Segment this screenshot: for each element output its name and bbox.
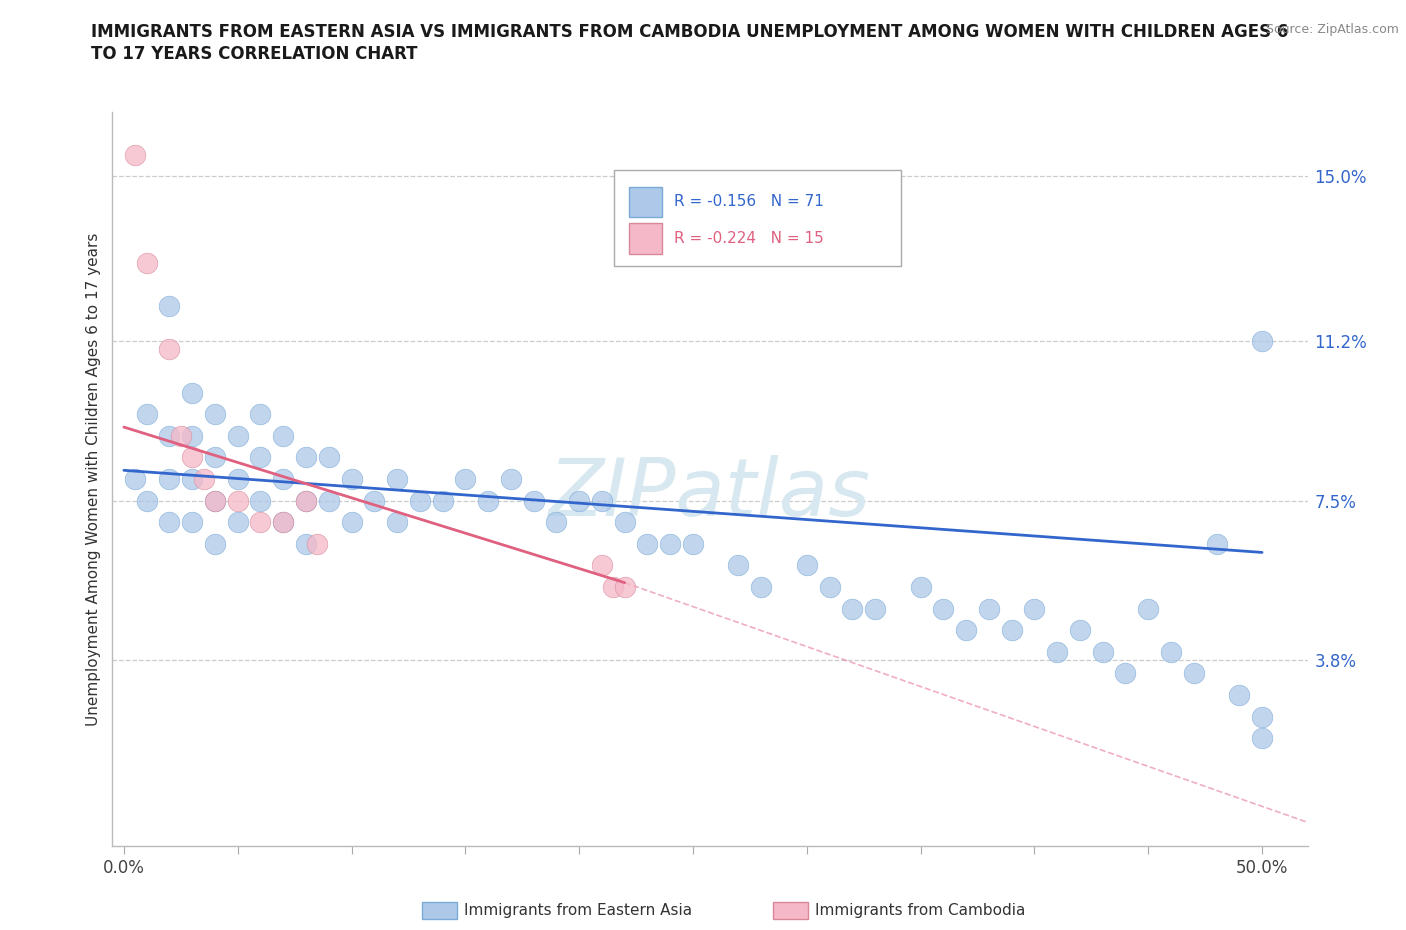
Point [340,472,363,486]
Point [307,537,329,551]
Point [204,537,226,551]
Text: IMMIGRANTS FROM EASTERN ASIA VS IMMIGRANTS FROM CAMBODIA UNEMPLOYMENT AMONG WOME: IMMIGRANTS FROM EASTERN ASIA VS IMMIGRAN… [91,23,1289,41]
Point [1024,601,1046,616]
Point [818,579,841,594]
Point [1251,333,1274,348]
Point [1137,601,1160,616]
FancyBboxPatch shape [614,170,901,266]
Point [226,514,249,529]
Point [977,601,1000,616]
Point [796,558,818,573]
Point [181,429,204,444]
Text: Immigrants from Cambodia: Immigrants from Cambodia [815,903,1026,918]
Point [157,472,180,486]
Point [1251,710,1274,724]
Point [181,385,204,400]
Point [613,514,636,529]
Point [1182,666,1205,681]
Point [1001,623,1024,638]
Point [271,514,294,529]
Point [1205,537,1227,551]
Point [932,601,955,616]
Point [318,450,340,465]
Point [181,472,204,486]
Point [1091,644,1114,659]
FancyBboxPatch shape [628,223,662,254]
Text: Immigrants from Eastern Asia: Immigrants from Eastern Asia [464,903,692,918]
Point [226,472,249,486]
Point [955,623,977,638]
Point [135,256,157,271]
Point [1160,644,1182,659]
Point [432,493,454,508]
Point [454,472,477,486]
Point [499,472,522,486]
Point [1227,687,1250,702]
Point [409,493,432,508]
Point [659,537,682,551]
Text: TO 17 YEARS CORRELATION CHART: TO 17 YEARS CORRELATION CHART [91,45,418,62]
Point [249,514,271,529]
Point [181,450,204,465]
Point [157,342,180,357]
Point [841,601,863,616]
Point [613,579,636,594]
Text: R = -0.224   N = 15: R = -0.224 N = 15 [675,232,824,246]
Point [193,472,215,486]
Point [124,147,146,162]
Text: Source: ZipAtlas.com: Source: ZipAtlas.com [1265,23,1399,36]
Point [1069,623,1091,638]
Point [363,493,385,508]
Point [170,429,193,444]
FancyBboxPatch shape [628,187,662,218]
Point [295,493,318,508]
Point [271,472,294,486]
Text: R = -0.156   N = 71: R = -0.156 N = 71 [675,194,824,209]
Point [863,601,886,616]
Point [271,429,294,444]
Point [249,493,271,508]
Point [1114,666,1136,681]
Point [1046,644,1069,659]
Point [591,493,613,508]
Point [636,537,658,551]
Point [135,493,157,508]
Point [157,299,180,313]
Point [1251,731,1274,746]
Text: ZIPatlas: ZIPatlas [548,455,872,533]
Point [226,493,249,508]
Point [568,493,591,508]
Point [602,579,624,594]
Y-axis label: Unemployment Among Women with Children Ages 6 to 17 years: Unemployment Among Women with Children A… [86,232,101,725]
Point [546,514,568,529]
Point [124,472,146,486]
Point [910,579,932,594]
Point [249,450,271,465]
Point [135,406,157,421]
Point [295,537,318,551]
Point [385,472,408,486]
Point [204,406,226,421]
Point [157,429,180,444]
Point [295,450,318,465]
Point [340,514,363,529]
Point [181,514,204,529]
Point [318,493,340,508]
Point [523,493,546,508]
Point [682,537,704,551]
Point [295,493,318,508]
Point [204,493,226,508]
Point [749,579,772,594]
Point [271,514,294,529]
Point [157,514,180,529]
Point [727,558,749,573]
Point [249,406,271,421]
Point [226,429,249,444]
Point [477,493,499,508]
Point [204,493,226,508]
Point [204,450,226,465]
Point [385,514,408,529]
Point [591,558,613,573]
